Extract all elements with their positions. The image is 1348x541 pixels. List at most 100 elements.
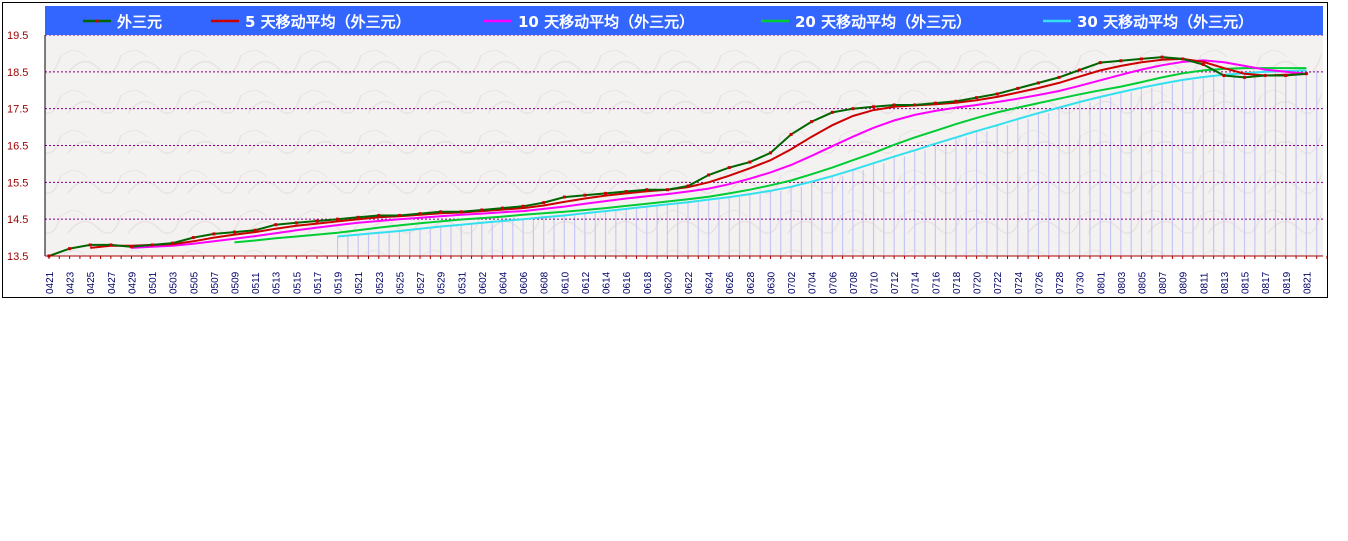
x-tick-label: 0809 <box>1179 271 1190 294</box>
x-tick-label: 0714 <box>911 271 922 294</box>
series-line-1 <box>90 57 1307 249</box>
data-point <box>439 210 443 214</box>
data-point <box>1119 59 1123 63</box>
x-tick-label: 0628 <box>746 271 757 294</box>
x-tick-label: 0517 <box>313 271 324 294</box>
data-point <box>191 236 195 240</box>
x-tick-label: 0708 <box>849 271 860 294</box>
y-tick-label: 17.5 <box>7 104 28 116</box>
x-tick-label: 0712 <box>890 271 901 294</box>
x-tick-label: 0801 <box>1096 271 1107 294</box>
x-tick-label: 0614 <box>602 271 613 294</box>
x-tick-label: 0509 <box>231 271 242 294</box>
data-point <box>336 217 340 221</box>
x-tick-label: 0807 <box>1158 271 1169 294</box>
data-point <box>686 184 690 188</box>
data-point <box>171 241 175 245</box>
data-point <box>624 190 628 194</box>
legend-label: 外三元 <box>116 13 162 31</box>
x-tick-label: 0716 <box>931 271 942 294</box>
x-tick-label: 0618 <box>643 271 654 294</box>
data-point <box>233 230 237 234</box>
data-point <box>1222 74 1226 78</box>
x-tick-label: 0531 <box>457 271 468 294</box>
x-tick-label: 0429 <box>127 271 138 294</box>
x-tick-label: 0515 <box>292 271 303 294</box>
x-tick-label: 0521 <box>354 271 365 294</box>
data-point <box>645 188 649 192</box>
x-tick-label: 0730 <box>1076 271 1087 294</box>
data-point <box>315 219 319 223</box>
data-point <box>356 215 360 219</box>
data-point <box>459 210 463 214</box>
legend-label: 20 天移动平均（外三元） <box>795 13 971 31</box>
data-point <box>88 243 92 247</box>
data-point <box>892 103 896 107</box>
data-point <box>583 193 587 197</box>
series-line-0 <box>48 56 1307 257</box>
y-tick-label: 14.5 <box>7 214 28 226</box>
data-point <box>851 107 855 111</box>
x-tick-label: 0811 <box>1199 272 1210 294</box>
data-point <box>562 195 566 199</box>
x-tick-label: 0620 <box>663 271 674 294</box>
x-tick-label: 0423 <box>66 271 77 294</box>
data-point <box>1263 74 1267 78</box>
data-point <box>521 204 525 208</box>
data-point <box>975 96 979 100</box>
x-tick-label: 0728 <box>1055 271 1066 294</box>
data-point <box>1057 75 1061 79</box>
data-point <box>727 166 731 170</box>
data-point <box>954 99 958 103</box>
x-tick-label: 0710 <box>870 271 881 294</box>
data-point <box>109 243 113 247</box>
data-point <box>1036 81 1040 85</box>
data-point <box>1160 55 1164 59</box>
line-chart: 19.518.517.516.515.514.513.5 0421 0423 042… <box>7 6 1327 294</box>
x-tick-label: 0523 <box>375 271 386 294</box>
data-point <box>1181 57 1185 61</box>
data-point <box>810 120 814 124</box>
x-tick-label: 0525 <box>395 271 406 294</box>
legend-label: 10 天移动平均（外三元） <box>518 13 694 31</box>
data-point <box>1201 62 1205 66</box>
x-tick-label: 0624 <box>705 271 716 294</box>
data-point <box>1098 61 1102 65</box>
x-tick-label: 0425 <box>86 271 97 294</box>
x-axis: 0421 0423 0425 0427 0429 0501 0503 0505 0507 0509… <box>45 255 1327 294</box>
x-tick-label: 0702 <box>787 271 798 294</box>
data-point <box>1078 68 1082 72</box>
series-line-2 <box>131 59 1307 249</box>
x-tick-label: 0602 <box>478 271 489 294</box>
x-tick-label: 0513 <box>272 271 283 294</box>
x-tick-label: 0706 <box>828 271 839 294</box>
data-point <box>995 92 999 96</box>
y-tick-label: 19.5 <box>7 30 28 42</box>
legend: 外三元 5 天移动平均（外三元） 10 天移动平均（外三元） 20 天移动平均（外三元… <box>83 13 1253 31</box>
data-point <box>542 201 546 205</box>
legend-label: 5 天移动平均（外三元） <box>245 13 411 31</box>
x-tick-label: 0616 <box>622 271 633 294</box>
data-point <box>274 223 278 227</box>
legend-marker <box>95 19 99 23</box>
data-point <box>913 103 917 107</box>
data-point <box>150 243 154 247</box>
data-point <box>768 151 772 155</box>
chart-frame: 19.5 18.5 17.5 16.5 15.5 14.5 13.5 0421 0423 042… <box>2 2 1328 298</box>
x-tick-label: 0724 <box>1014 271 1025 294</box>
y-axis: 19.5 18.5 17.5 16.5 15.5 14.5 13.5 <box>7 30 46 263</box>
series-line-4 <box>337 69 1307 238</box>
y-tick-label: 16.5 <box>7 141 28 153</box>
x-tick-label: 0626 <box>725 271 736 294</box>
x-tick-label: 0722 <box>993 271 1004 294</box>
x-tick-label: 0821 <box>1302 271 1313 294</box>
x-tick-label: 0813 <box>1220 271 1231 294</box>
data-point <box>418 212 422 216</box>
series-line-3 <box>234 67 1307 244</box>
data-point <box>129 245 133 249</box>
data-point <box>480 208 484 212</box>
bar-layer <box>336 70 1318 256</box>
x-tick-label: 0501 <box>148 271 159 294</box>
data-point <box>665 188 669 192</box>
x-tick-label: 0608 <box>540 271 551 294</box>
